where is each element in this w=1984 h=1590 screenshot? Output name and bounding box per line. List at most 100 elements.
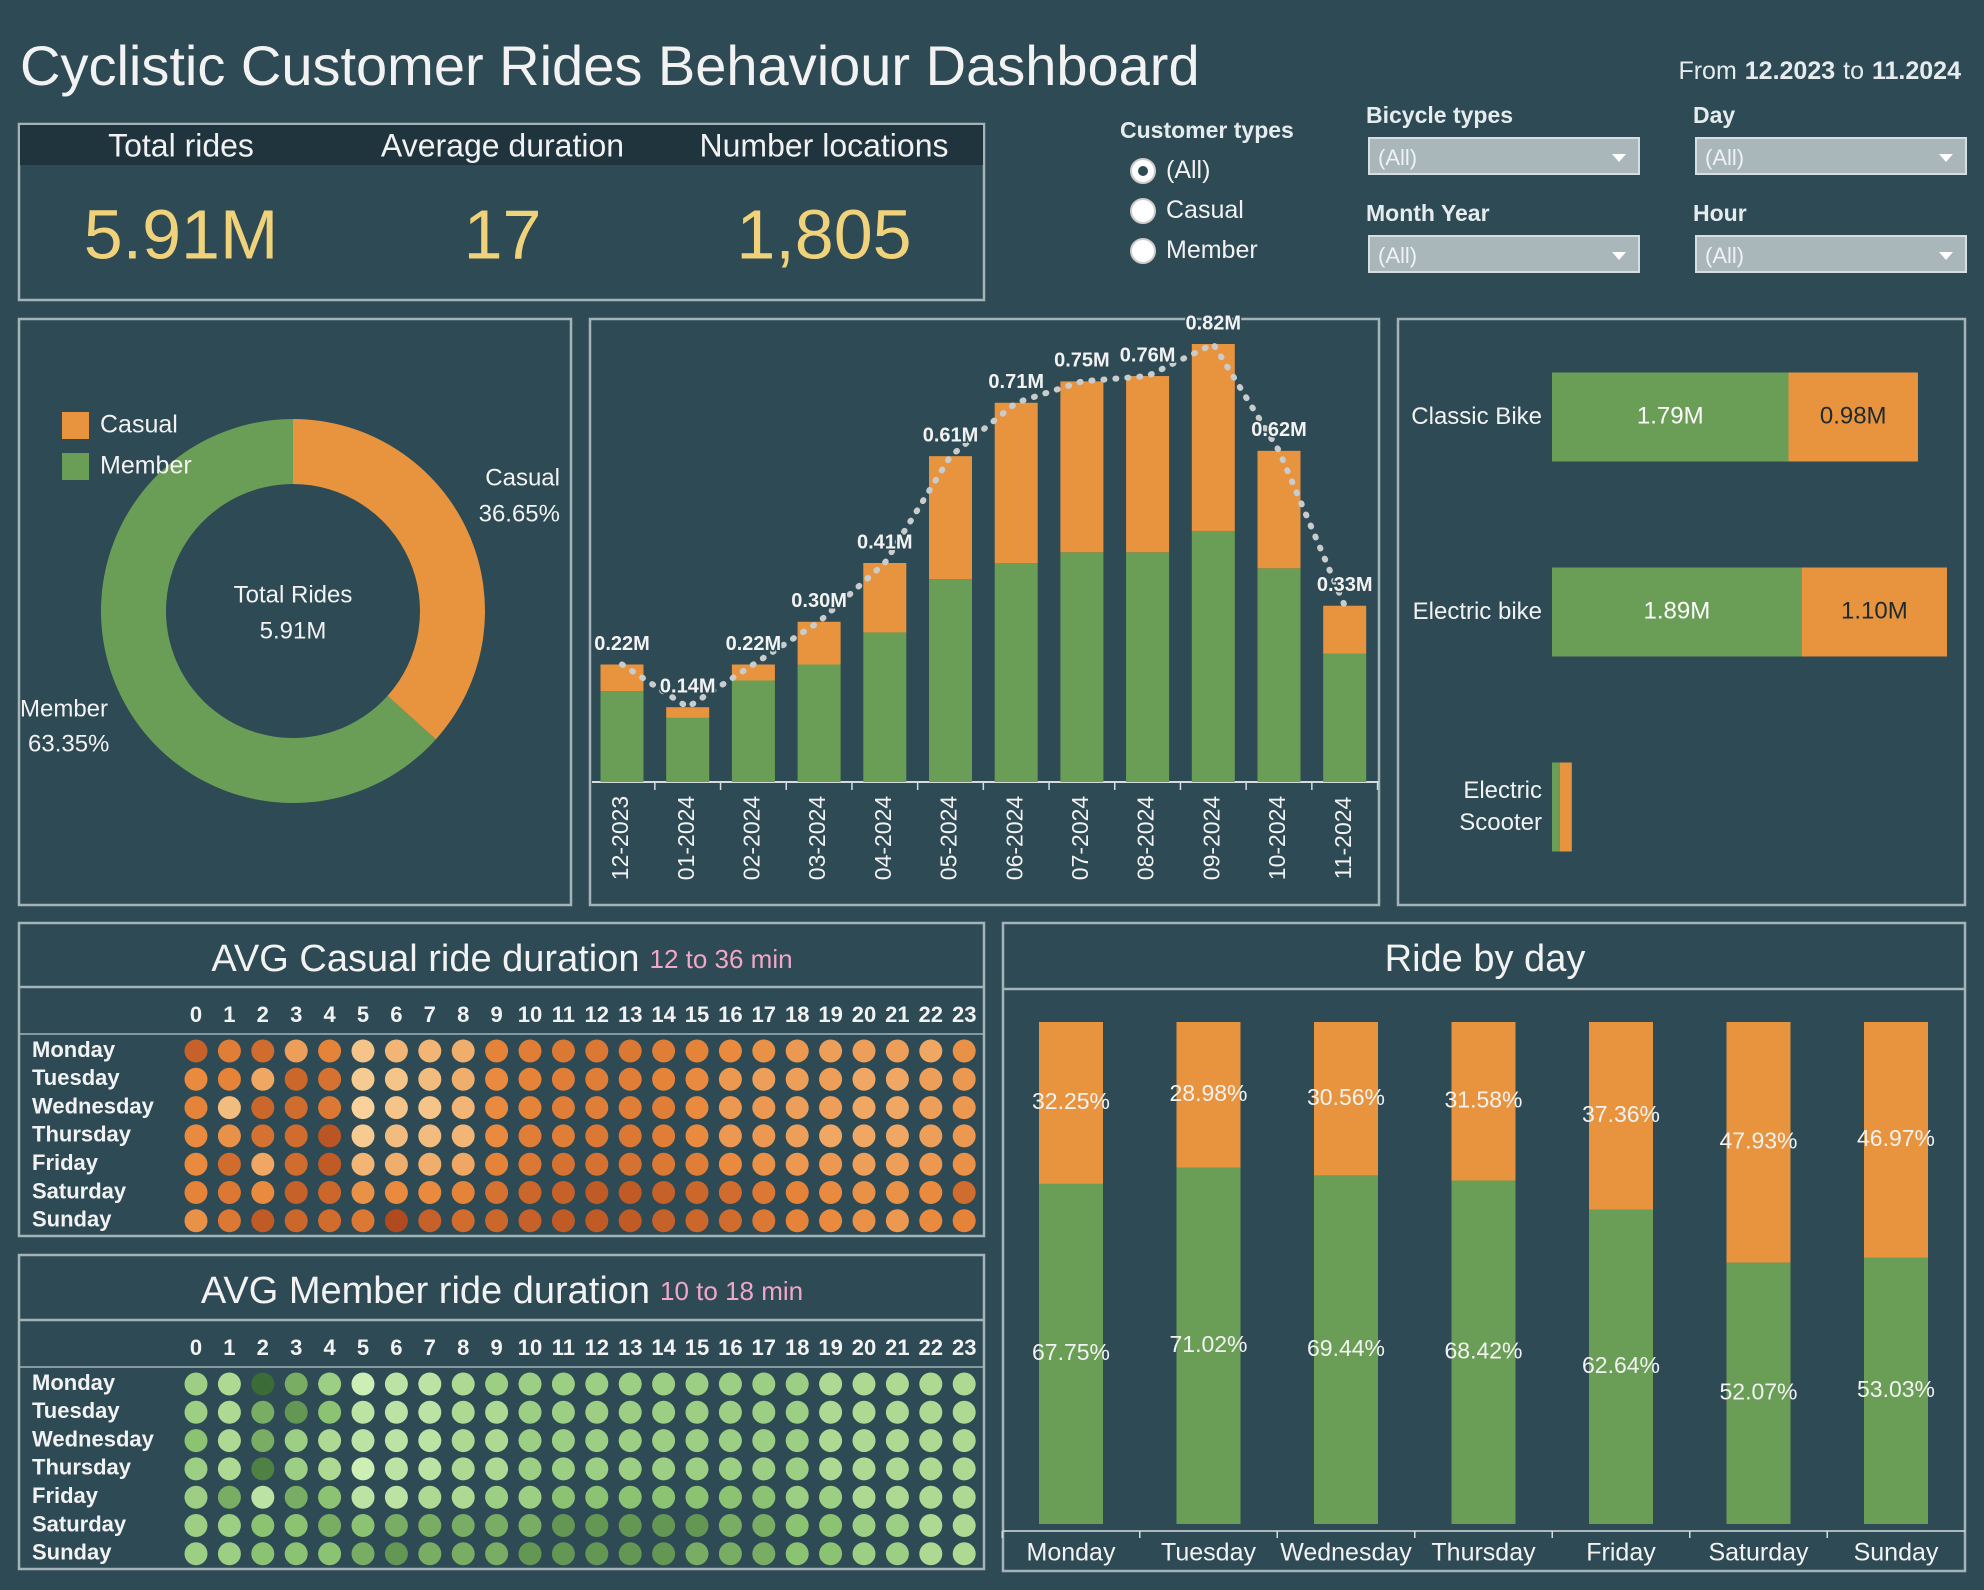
data-label: 46.97% [1857,1125,1935,1151]
radio-label[interactable]: (All) [1166,156,1211,184]
heat-cell [551,1400,575,1424]
heat-cell [384,1181,408,1204]
dropdown[interactable]: (All) [1695,137,1967,175]
bar-segment [1559,762,1572,852]
heat-cell [318,1400,342,1424]
heat-cell [351,1514,375,1537]
heat-cell [518,1457,542,1481]
heat-cell [952,1372,976,1396]
casual-heatmap-panel [17,921,986,1238]
heat-cell [652,1485,676,1509]
heat-cell [618,1514,642,1537]
bar-segment [1257,568,1301,782]
heat-cell [217,1542,241,1566]
heat-cell [885,1209,909,1233]
heat-cell [518,1485,542,1509]
heat-cell [217,1209,241,1233]
member-heatmap-panel [17,1253,986,1571]
heat-cell [885,1372,909,1396]
heat-cell [551,1067,575,1091]
heat-cell [251,1485,275,1509]
radio-button[interactable] [1130,237,1156,264]
heat-cell [752,1124,776,1148]
heat-cell [685,1124,709,1148]
heat-cell [718,1096,742,1120]
bar-segment [797,664,841,782]
dropdown[interactable]: (All) [1695,235,1967,273]
heat-cell [919,1514,943,1537]
row-label: Wednesday [32,1093,155,1118]
heat-cell [618,1039,642,1063]
heat-cell [217,1485,241,1509]
heat-cell [485,1514,509,1537]
heat-cell [251,1514,275,1537]
hour-label: 23 [952,1335,976,1360]
slice-label: Member [20,695,108,722]
heat-cell [585,1152,609,1176]
heat-cell [184,1152,208,1176]
heat-cell [618,1096,642,1120]
radio-option[interactable]: Casual [1130,196,1244,225]
heat-cell [785,1152,809,1176]
hour-label: 13 [618,1335,642,1360]
heat-cell [217,1096,241,1120]
heat-cell [384,1400,408,1424]
heat-cell [952,1429,976,1453]
radio-button[interactable] [1130,157,1156,184]
chart-title: Ride by day [1385,938,1586,980]
hour-label: 6 [390,1002,402,1027]
heat-cell [652,1372,676,1396]
heat-cell [585,1514,609,1537]
heat-cell [919,1096,943,1120]
heat-cell [585,1457,609,1481]
heat-cell [785,1039,809,1063]
heat-cell [485,1124,509,1148]
heat-cell [952,1514,976,1537]
heat-cell [885,1039,909,1063]
x-tick-label: 08-2024 [1133,796,1159,881]
radio-button[interactable] [1130,197,1156,224]
heat-cell [351,1429,375,1453]
hour-label: 11 [552,1335,575,1360]
bar-segment [1864,1257,1928,1524]
heat-cell [251,1429,275,1453]
heat-cell [485,1542,509,1566]
data-label: 62.64% [1582,1352,1660,1378]
kpi-value: 5.91M [84,195,279,273]
hour-label: 19 [818,1002,842,1027]
heat-cell [418,1209,442,1233]
dropdown[interactable]: (All) [1368,235,1640,273]
dropdown[interactable]: (All) [1368,137,1640,175]
bar-segment [1126,376,1170,553]
heat-cell [418,1039,442,1063]
heat-cell [785,1542,809,1566]
data-label: 0.82M [1186,312,1242,334]
donut-segment [293,419,486,740]
kpi-header-band [20,125,983,165]
radio-option[interactable]: Member [1130,236,1258,265]
data-label: 0.61M [923,424,979,446]
heat-cell [418,1429,442,1453]
heat-cell [885,1181,909,1204]
bar-segment [1589,1209,1653,1524]
heat-cell [318,1372,342,1396]
radio-option[interactable]: (All) [1130,156,1210,185]
heat-cell [885,1124,909,1148]
heat-cell [485,1209,509,1233]
kpi-value: 17 [464,195,542,273]
heatmap-title: AVG Member ride duration 10 to 18 min [201,1270,803,1312]
row-label: Saturday [32,1178,127,1203]
heat-cell [919,1400,943,1424]
heat-cell [819,1039,843,1063]
heat-cell [284,1542,308,1566]
bar-segment [1552,762,1560,852]
bar-segment [600,691,644,782]
heat-cell [251,1124,275,1148]
heat-cell [785,1209,809,1233]
heat-cell [819,1124,843,1148]
radio-label[interactable]: Casual [1166,196,1244,224]
heat-cell [518,1400,542,1424]
heat-cell [251,1209,275,1233]
heat-cell [885,1400,909,1424]
radio-label[interactable]: Member [1166,236,1258,264]
